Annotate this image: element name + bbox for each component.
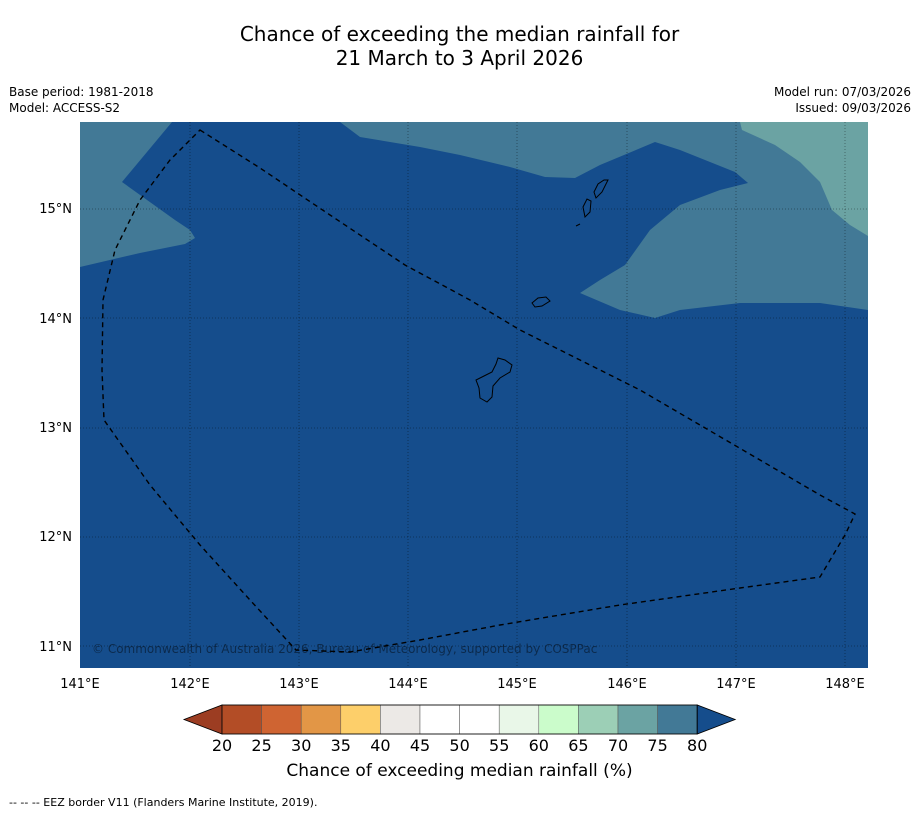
lon-tick-141: 141°E bbox=[60, 677, 100, 692]
lon-tick-148: 148°E bbox=[825, 677, 865, 692]
aguijan-island bbox=[575, 223, 581, 227]
graticule bbox=[80, 122, 868, 668]
lat-tick-13: 13°N bbox=[39, 421, 72, 436]
probability-75-80-region-north bbox=[340, 122, 868, 318]
colorbar-over-triangle bbox=[696, 704, 737, 735]
colorbar-segment bbox=[261, 704, 302, 735]
saipan-island bbox=[593, 179, 609, 199]
meta-right: Model run: 07/03/2026 Issued: 09/03/2026 bbox=[774, 84, 911, 116]
colorbar-outline bbox=[221, 704, 698, 735]
colorbar-tick-label: 40 bbox=[370, 736, 390, 755]
probability-75-80-region-west bbox=[80, 122, 195, 267]
base-period: Base period: 1981-2018 bbox=[9, 85, 154, 99]
colorbar-segment bbox=[498, 704, 540, 735]
lat-tick-14: 14°N bbox=[39, 312, 72, 327]
colorbar-tick-label: 35 bbox=[331, 736, 351, 755]
lat-ticks: 15°N 14°N 13°N 12°N 11°N bbox=[39, 202, 72, 655]
title-line-2: 21 March to 3 April 2026 bbox=[335, 46, 584, 70]
model-name: Model: ACCESS-S2 bbox=[9, 101, 121, 115]
lat-tick-11: 11°N bbox=[39, 640, 72, 655]
colorbar-segment bbox=[459, 704, 500, 735]
colorbar: 20 25 30 35 40 45 50 55 60 65 70 75 80 bbox=[182, 704, 737, 755]
colorbar-tick-label: 65 bbox=[568, 736, 588, 755]
colorbar-segment bbox=[221, 704, 262, 735]
colorbar-tick-label: 75 bbox=[647, 736, 667, 755]
colorbar-tick-label: 20 bbox=[212, 736, 232, 755]
colorbar-tick-label: 25 bbox=[251, 736, 271, 755]
copyright-text: © Commonwealth of Australia 2026, Bureau… bbox=[92, 642, 597, 656]
tinian-island bbox=[582, 198, 592, 219]
lon-tick-146: 146°E bbox=[607, 677, 647, 692]
rota-island bbox=[531, 296, 551, 308]
lon-tick-145: 145°E bbox=[497, 677, 537, 692]
map-area: © Commonwealth of Australia 2026, Bureau… bbox=[80, 122, 868, 668]
model-run: Model run: 07/03/2026 bbox=[773, 85, 911, 99]
colorbar-label: Chance of exceeding median rainfall (%) bbox=[286, 761, 633, 781]
guam-island bbox=[475, 357, 513, 403]
colorbar-segment bbox=[300, 704, 342, 735]
lon-ticks: 141°E 142°E 143°E 144°E 145°E 146°E 147°… bbox=[60, 677, 865, 692]
colorbar-segment bbox=[578, 704, 619, 735]
lon-tick-147: 147°E bbox=[716, 677, 756, 692]
issued-date: Issued: 09/03/2026 bbox=[795, 101, 911, 115]
colorbar-segment bbox=[419, 704, 460, 735]
colorbar-tick-label: 60 bbox=[529, 736, 549, 755]
colorbar-segment bbox=[657, 704, 698, 735]
lon-tick-143: 143°E bbox=[279, 677, 319, 692]
lat-tick-15: 15°N bbox=[39, 202, 72, 217]
eez-border bbox=[101, 129, 856, 653]
colorbar-under-triangle bbox=[182, 704, 223, 735]
lon-tick-142: 142°E bbox=[170, 677, 210, 692]
colorbar-tick-label: 55 bbox=[489, 736, 509, 755]
lat-tick-12: 12°N bbox=[39, 530, 72, 545]
title-line-1: Chance of exceeding the median rainfall … bbox=[239, 22, 680, 46]
chart-title: Chance of exceeding the median rainfall … bbox=[0, 22, 919, 70]
colorbar-tick-label: 50 bbox=[449, 736, 469, 755]
probability-70-75-region bbox=[740, 122, 868, 236]
colorbar-segment bbox=[380, 704, 421, 735]
colorbar-tick-label: 30 bbox=[291, 736, 311, 755]
islands bbox=[475, 179, 609, 403]
colorbar-segment bbox=[538, 704, 579, 735]
lon-tick-144: 144°E bbox=[388, 677, 428, 692]
colorbar-segment bbox=[340, 704, 381, 735]
colorbar-tick-label: 45 bbox=[410, 736, 430, 755]
colorbar-tick-label: 70 bbox=[608, 736, 628, 755]
colorbar-segment bbox=[617, 704, 658, 735]
colorbar-tick-label: 80 bbox=[687, 736, 707, 755]
footer-note: -- -- -- EEZ border V11 (Flanders Marine… bbox=[9, 796, 318, 809]
meta-left: Base period: 1981-2018 Model: ACCESS-S2 bbox=[9, 84, 154, 116]
